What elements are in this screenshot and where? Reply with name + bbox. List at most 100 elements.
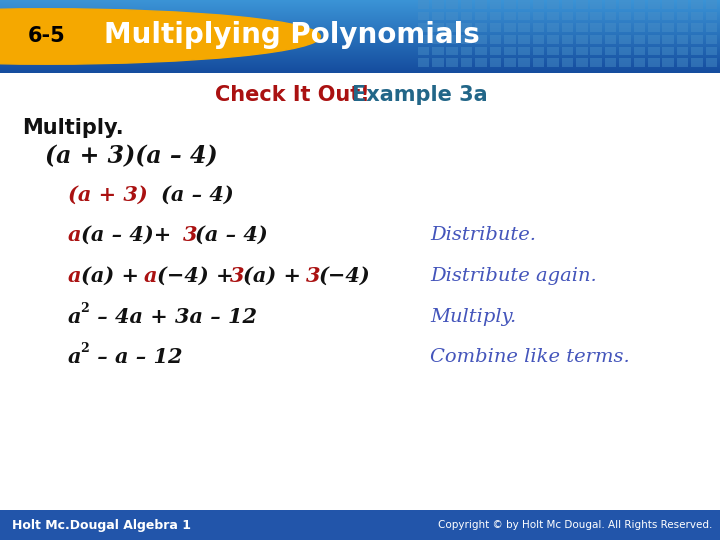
- Bar: [418, 35, 429, 44]
- Bar: [0, 30, 720, 31]
- Bar: [0, 58, 720, 59]
- Text: (a – 4)+: (a – 4)+: [81, 225, 171, 245]
- Bar: [432, 23, 444, 32]
- Bar: [0, 27, 720, 28]
- Bar: [691, 0, 703, 9]
- Bar: [619, 35, 631, 44]
- Bar: [691, 47, 703, 56]
- Bar: [0, 26, 720, 27]
- Text: (−4): (−4): [319, 266, 371, 286]
- Bar: [0, 10, 720, 11]
- Text: – 4a + 3a – 12: – 4a + 3a – 12: [90, 307, 257, 327]
- Bar: [605, 0, 616, 9]
- Bar: [0, 22, 720, 23]
- Bar: [648, 23, 660, 32]
- Bar: [533, 12, 544, 21]
- Bar: [461, 12, 472, 21]
- Bar: [706, 12, 717, 21]
- Bar: [562, 47, 573, 56]
- Bar: [547, 0, 559, 9]
- Bar: [490, 0, 501, 9]
- Bar: [677, 0, 688, 9]
- Bar: [0, 70, 720, 71]
- Bar: [662, 23, 674, 32]
- Bar: [605, 47, 616, 56]
- Bar: [504, 12, 516, 21]
- Bar: [0, 0, 720, 1]
- Bar: [576, 35, 588, 44]
- Bar: [475, 23, 487, 32]
- Bar: [0, 37, 720, 38]
- Bar: [0, 13, 720, 14]
- Text: Multiply.: Multiply.: [22, 118, 124, 138]
- Bar: [634, 58, 645, 67]
- Bar: [533, 0, 544, 9]
- Bar: [648, 35, 660, 44]
- Bar: [446, 47, 458, 56]
- Bar: [590, 58, 602, 67]
- Text: (−4) +: (−4) +: [157, 266, 240, 286]
- Bar: [0, 67, 720, 68]
- Bar: [590, 23, 602, 32]
- Bar: [0, 15, 720, 16]
- Bar: [0, 53, 720, 54]
- Bar: [562, 35, 573, 44]
- Text: (a) +: (a) +: [243, 266, 308, 286]
- Bar: [504, 23, 516, 32]
- Bar: [605, 35, 616, 44]
- Bar: [446, 35, 458, 44]
- Bar: [0, 33, 720, 34]
- Bar: [418, 12, 429, 21]
- Bar: [0, 34, 720, 35]
- Text: Combine like terms.: Combine like terms.: [430, 348, 630, 366]
- Text: (a – 4): (a – 4): [161, 185, 234, 205]
- Bar: [590, 47, 602, 56]
- Text: a: a: [68, 225, 81, 245]
- Bar: [475, 12, 487, 21]
- Text: Check It Out!: Check It Out!: [215, 85, 369, 105]
- Bar: [0, 50, 720, 51]
- Bar: [605, 23, 616, 32]
- Bar: [662, 12, 674, 21]
- Text: Multiplying Polynomials: Multiplying Polynomials: [104, 21, 480, 49]
- Bar: [0, 56, 720, 57]
- Bar: [504, 58, 516, 67]
- Bar: [576, 23, 588, 32]
- Bar: [475, 58, 487, 67]
- Bar: [446, 23, 458, 32]
- Bar: [677, 47, 688, 56]
- Bar: [418, 58, 429, 67]
- Bar: [0, 65, 720, 66]
- Bar: [0, 3, 720, 4]
- Bar: [432, 0, 444, 9]
- Bar: [691, 35, 703, 44]
- Bar: [490, 23, 501, 32]
- Bar: [590, 12, 602, 21]
- Bar: [677, 35, 688, 44]
- Bar: [475, 47, 487, 56]
- Bar: [0, 23, 720, 24]
- Bar: [0, 43, 720, 44]
- Bar: [634, 0, 645, 9]
- Bar: [0, 2, 720, 3]
- Bar: [619, 0, 631, 9]
- Bar: [706, 35, 717, 44]
- Text: a: a: [68, 307, 81, 327]
- Bar: [0, 12, 720, 13]
- Bar: [706, 0, 717, 9]
- Bar: [518, 35, 530, 44]
- Bar: [576, 12, 588, 21]
- Text: Copyright © by Holt Mc Dougal. All Rights Reserved.: Copyright © by Holt Mc Dougal. All Right…: [438, 520, 712, 530]
- Bar: [490, 47, 501, 56]
- Bar: [619, 47, 631, 56]
- Bar: [634, 12, 645, 21]
- Bar: [0, 44, 720, 45]
- Bar: [0, 59, 720, 60]
- Bar: [490, 12, 501, 21]
- Bar: [662, 58, 674, 67]
- Bar: [0, 61, 720, 62]
- Bar: [605, 58, 616, 67]
- Bar: [0, 20, 720, 21]
- Bar: [0, 1, 720, 2]
- Bar: [518, 23, 530, 32]
